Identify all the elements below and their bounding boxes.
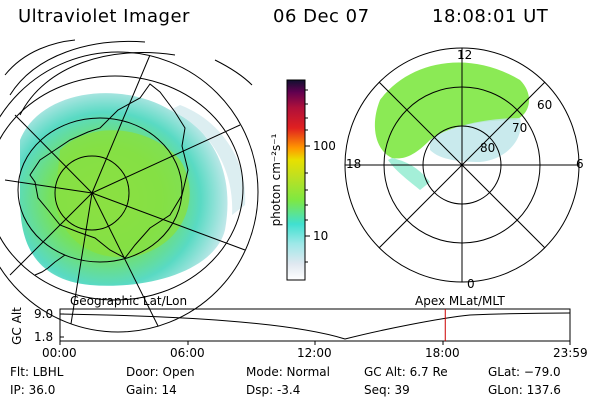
- colorbar-tick-10: 10: [313, 229, 329, 243]
- info-ip: IP: 36.0: [10, 383, 56, 397]
- timeline-xtick-0600: 06:00: [170, 346, 205, 360]
- instrument-title: Ultraviolet Imager: [18, 6, 190, 27]
- info-dsp: Dsp: -3.4: [246, 383, 301, 397]
- timeline-ytick-9: 9.0: [34, 307, 54, 321]
- timeline-left-caption: Geographic Lat/Lon: [70, 294, 188, 308]
- lat-label-80: 80: [480, 141, 496, 155]
- colorbar-tick-100: 100: [313, 139, 336, 153]
- info-seq: Seq: 39: [364, 383, 410, 397]
- info-flt: Flt: LBHL: [10, 365, 64, 379]
- info-glat: GLat: −79.0: [488, 365, 561, 379]
- mlt-label-12: 12: [457, 48, 473, 62]
- timeline-ytick-1-8: 1.8: [34, 330, 54, 344]
- timeline-y-axis-label: GC Alt: [10, 307, 24, 345]
- time-label: 18:08:01 UT: [432, 6, 549, 27]
- timeline-xtick-1200: 12:00: [297, 346, 332, 360]
- timeline-plot: [59, 308, 571, 345]
- info-mode: Mode: Normal: [246, 365, 330, 379]
- mlt-label-18: 18: [346, 157, 362, 171]
- colorbar: [286, 79, 310, 281]
- info-gc-alt: GC Alt: 6.7 Re: [364, 365, 448, 379]
- lat-label-70: 70: [512, 121, 528, 135]
- colorbar-unit-label: photon cm⁻²s⁻¹: [269, 133, 283, 227]
- mlt-label-0: 0: [467, 277, 475, 291]
- date-label: 06 Dec 07: [273, 6, 370, 27]
- info-door: Door: Open: [126, 365, 195, 379]
- geographic-map: [0, 39, 259, 333]
- timeline-right-caption: Apex MLat/MLT: [415, 294, 505, 308]
- polar-plot: [344, 47, 580, 283]
- timeline-xtick-2359: 23:59: [553, 346, 588, 360]
- mlt-label-6: 6: [576, 157, 584, 171]
- timeline-xtick-1800: 18:00: [425, 346, 460, 360]
- info-gain: Gain: 14: [126, 383, 177, 397]
- timeline-xtick-0000: 00:00: [42, 346, 77, 360]
- lat-label-60: 60: [537, 98, 553, 112]
- info-glon: GLon: 137.6: [488, 383, 561, 397]
